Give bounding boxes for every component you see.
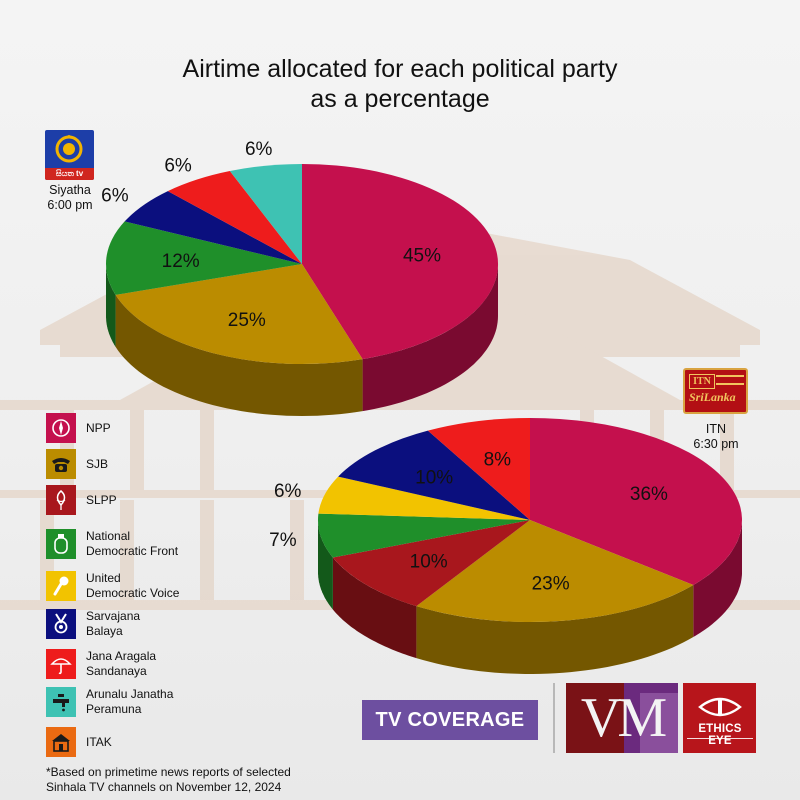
legend-item-sjb: SJB <box>46 446 266 482</box>
pie-side <box>106 264 498 416</box>
chart-title-line1: Airtime allocated for each political par… <box>182 55 618 83</box>
siyatha-tv-logo: සියත tv <box>45 130 94 180</box>
legend-item-sarvajana: Sarvajana Balaya <box>46 606 266 642</box>
legend-label: National Democratic Front <box>86 529 179 558</box>
siyatha-logo-text: සියත tv <box>45 168 94 180</box>
pie-slice-united-democratic-voice <box>318 476 530 520</box>
legend-item-itak: ITAK <box>46 724 266 760</box>
ethics-logo-text: ETHICS EYE <box>698 723 742 747</box>
pie-slice-national-democratic-front <box>318 513 530 558</box>
pie-side-slpp <box>332 557 417 659</box>
footer-divider <box>553 683 555 753</box>
tv-coverage-badge: TV COVERAGE <box>362 700 538 740</box>
pie-slice-slpp <box>332 520 530 607</box>
house-icon <box>46 727 76 757</box>
legend-item-udv: United Democratic Voice <box>46 568 266 604</box>
pie-label-npp: 36% <box>630 484 668 505</box>
chart-title: Airtime allocated for each political par… <box>80 54 720 114</box>
pie-slice-jana-aragala-sandanaya <box>427 418 530 520</box>
channel-label-siyatha: Siyatha 6:00 pm <box>30 183 110 213</box>
footnote: *Based on primetime news reports of sele… <box>46 765 291 794</box>
lion-icon <box>55 134 83 163</box>
pie-label-arunalu-janatha-peramuna: 6% <box>245 139 273 160</box>
legend-item-npp: NPP <box>46 410 266 446</box>
itn-logo-script: SriLanka <box>689 390 736 404</box>
pie-label-jana-aragala-sandanaya: 6% <box>164 155 192 176</box>
legend-label: SJB <box>86 456 109 471</box>
pie-label-national-democratic-front: 12% <box>162 251 200 272</box>
chart-title-line2: as a percentage <box>310 85 490 113</box>
channel-name-siyatha: Siyatha <box>49 183 91 197</box>
pie-slice-sjb <box>416 520 694 623</box>
pie-slice-national-democratic-front <box>105 221 302 295</box>
pie-label-national-democratic-front: 7% <box>269 530 297 551</box>
channel-time-itn: 6:30 pm <box>693 437 739 451</box>
legend-label: ITAK <box>86 734 112 749</box>
pie-label-sarvajana-balaya: 6% <box>101 186 129 207</box>
pie-labels: 36% 23% 10% 7% 6% 10% 8% <box>269 450 668 595</box>
pie-side-national-democratic-front <box>106 264 116 347</box>
pie-side-sjb <box>115 294 363 416</box>
legend-label: United Democratic Voice <box>86 571 180 600</box>
itn-logo-box: ITN <box>689 374 715 389</box>
pie-label-npp: 45% <box>403 245 441 266</box>
pie-label-sjb: 25% <box>228 310 266 331</box>
medal-icon <box>46 609 76 639</box>
channel-label-itn: ITN 6:30 pm <box>676 422 756 452</box>
pie-slice-npp <box>302 164 499 360</box>
pie-slice-sarvajana-balaya <box>338 430 530 520</box>
ethics-eye-logo: ETHICS EYE <box>683 683 756 753</box>
pie-slice-npp <box>530 418 743 586</box>
itn-logo-bars <box>716 375 744 385</box>
microphone-icon <box>46 571 76 601</box>
pie-slice-sarvajana-balaya <box>124 191 303 264</box>
pie-side <box>318 520 742 674</box>
legend-item-slpp: SLPP <box>46 482 266 518</box>
pie-label-sarvajana-balaya: 10% <box>415 468 453 489</box>
gas-cylinder-icon <box>46 529 76 559</box>
water-tap-icon <box>46 687 76 717</box>
pie-label-jana-aragala-sandanaya: 8% <box>484 450 512 471</box>
pie-label-slpp: 10% <box>410 551 448 572</box>
pie-slice-sjb <box>115 264 363 365</box>
legend-label: Sarvajana Balaya <box>86 609 141 638</box>
pie-slice-arunalu-janatha-peramuna <box>229 164 302 264</box>
eye-icon <box>698 697 742 717</box>
pie-labels: 45% 25% 12% 6% 6% 6% <box>101 139 441 331</box>
lotus-bud-icon <box>46 485 76 515</box>
legend-item-arunalu: Arunalu Janatha Peramuna <box>46 684 266 720</box>
channel-time-siyatha: 6:00 pm <box>47 198 93 212</box>
pie-slice-jana-aragala-sandanaya <box>167 171 302 264</box>
telephone-icon <box>46 449 76 479</box>
channel-name-itn: ITN <box>705 422 727 436</box>
pie-side-national-democratic-front <box>318 520 333 610</box>
pie-top <box>105 164 499 365</box>
legend-label: Jana Aragala Sandanaya <box>86 649 157 678</box>
pie-label-sjb: 23% <box>532 574 570 595</box>
vm-logo: VM <box>566 683 678 753</box>
pie-side-npp <box>693 520 742 637</box>
pie-label-united-democratic-voice: 6% <box>274 481 302 502</box>
legend-label: SLPP <box>86 492 117 507</box>
pie-side-sjb <box>416 585 694 674</box>
itn-srilanka-logo: ITN SriLanka <box>683 368 748 414</box>
legend-label: Arunalu Janatha Peramuna <box>86 687 174 716</box>
legend-label: NPP <box>86 420 111 435</box>
vm-logo-text: VM <box>580 687 667 749</box>
pie-top <box>318 418 743 623</box>
npp-compass-icon <box>46 413 76 443</box>
legend-item-ndf: National Democratic Front <box>46 526 266 562</box>
legend-item-jana-aragala: Jana Aragala Sandanaya <box>46 646 266 682</box>
pie-side-npp <box>362 264 498 412</box>
umbrella-icon <box>46 649 76 679</box>
